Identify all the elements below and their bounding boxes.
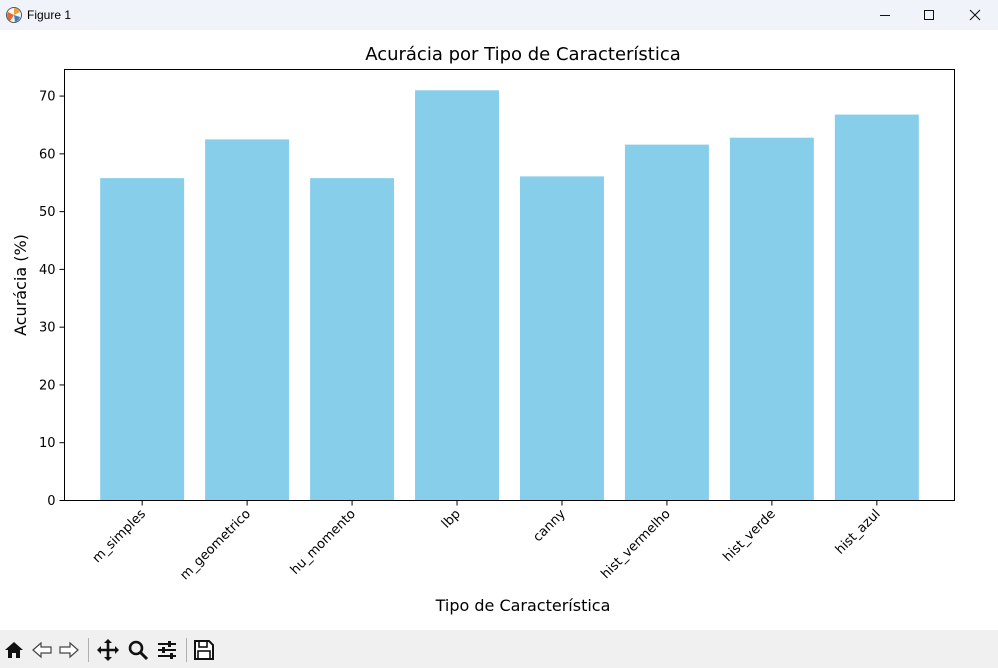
x-tick-label: m_simples [90, 507, 149, 566]
axes-frame [64, 69, 955, 501]
y-tick-label: 50 [39, 205, 56, 220]
x-tick-label: canny [530, 507, 569, 546]
y-axis: 0 10 20 30 40 50 60 70 [39, 90, 65, 509]
magnifier-icon [128, 640, 149, 661]
minimize-button[interactable] [862, 0, 908, 30]
toolbar-separator [88, 638, 89, 662]
move-icon [97, 639, 119, 661]
floppy-disk-icon [194, 640, 214, 660]
navigation-toolbar [0, 630, 998, 668]
bar-chart: Acurácia por Tipo de Característica 0 10 2… [11, 44, 955, 615]
y-tick-label: 10 [39, 436, 56, 451]
close-icon [969, 9, 981, 21]
x-tick-label: hist_azul [833, 507, 884, 558]
window-titlebar: Figure 1 [0, 0, 998, 30]
home-button[interactable] [0, 636, 28, 664]
bar-m_simples [100, 178, 185, 501]
bar-hist_vermelho [624, 144, 709, 501]
x-tick-label: m_geometrico [177, 507, 254, 584]
y-axis-label: Acurácia (%) [11, 234, 30, 336]
bar-m_geometrico [205, 139, 290, 501]
x-axis-label: Tipo de Característica [435, 596, 611, 615]
configure-subplots-button[interactable] [153, 636, 181, 664]
minimize-icon [880, 15, 890, 16]
zoom-button[interactable] [124, 636, 152, 664]
arrow-left-icon [32, 641, 52, 659]
y-tick-label: 0 [47, 494, 55, 509]
y-tick-label: 40 [39, 263, 56, 278]
maximize-button[interactable] [906, 0, 952, 30]
forward-button[interactable] [55, 636, 83, 664]
pan-button[interactable] [94, 636, 122, 664]
chart-title: Acurácia por Tipo de Característica [365, 44, 681, 65]
x-tick-label: hist_verde [721, 507, 779, 565]
figure-canvas[interactable]: Acurácia por Tipo de Característica 0 10 2… [0, 30, 998, 630]
y-tick-label: 20 [39, 378, 56, 393]
maximize-icon [924, 10, 934, 20]
toolbar-separator [186, 638, 187, 662]
x-tick-label: hist_vermelho [598, 507, 673, 582]
x-tick-label: lbp [439, 507, 464, 532]
y-tick-label: 30 [39, 321, 56, 336]
bar-hu_momento [310, 178, 395, 501]
back-button[interactable] [28, 636, 56, 664]
save-button[interactable] [190, 636, 218, 664]
bars-group [100, 90, 919, 501]
matplotlib-icon [6, 7, 22, 23]
window-title: Figure 1 [27, 8, 72, 22]
home-icon [5, 642, 23, 658]
bar-hist_verde [729, 137, 814, 501]
y-tick-label: 60 [39, 147, 56, 162]
sliders-icon [158, 641, 176, 659]
bar-lbp [415, 90, 500, 501]
bar-canny [519, 176, 604, 501]
x-axis: m_simples m_geometrico hu_momento lbp canny h… [90, 500, 884, 584]
close-button[interactable] [952, 0, 998, 30]
x-tick-label: hu_momento [288, 507, 359, 578]
arrow-right-icon [59, 641, 79, 659]
y-tick-label: 70 [39, 90, 56, 105]
bar-hist_azul [834, 114, 919, 501]
